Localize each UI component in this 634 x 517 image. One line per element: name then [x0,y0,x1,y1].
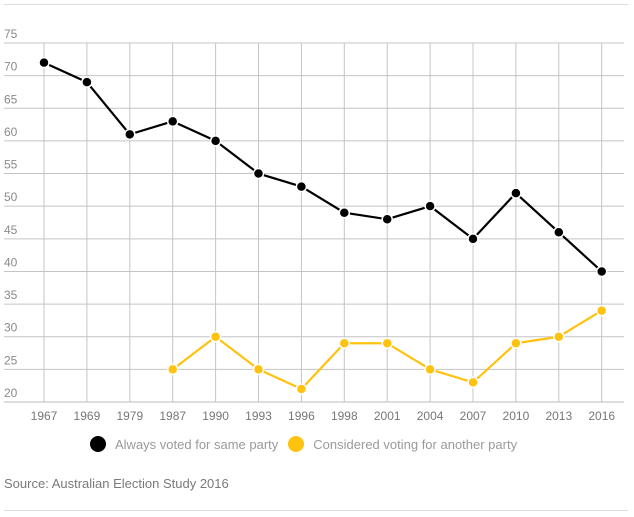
grid [4,42,624,403]
series: 1967: 72 1969: 69 1979: 61 1987: 63 1990: 60… [38,56,608,395]
data-point[interactable]: 1996: 53 [295,180,308,193]
x-tick-label: 1979 [116,409,143,423]
data-point[interactable]: 2001: 48 [381,213,393,225]
data-point[interactable]: 1969: 69 [81,76,93,88]
x-tick-label: 2007 [460,409,487,423]
x-tick-label: 1990 [202,409,229,423]
data-point[interactable]: 2010: 52 [510,187,522,199]
legend-item-always-same-party[interactable]: Always voted for same party [90,436,278,452]
legend-label: Considered voting for another party [313,436,518,452]
x-tick-label: 1987 [159,409,186,423]
data-point[interactable]: 2004: 50 [424,200,436,212]
bottom-divider [4,510,628,511]
legend-label: Always voted for same party [115,436,279,452]
data-point[interactable]: 2013: 30 [553,330,565,343]
series-line [43,61,603,273]
y-tick-label: 50 [4,190,18,204]
data-point[interactable]: 2016: 40 [595,265,608,278]
x-axis-ticks: 1967 1969 1979 1987 1990 1993 1996 1998 2001 2004… [31,409,616,423]
data-point[interactable]: 2007: 45 [467,233,479,245]
y-tick-label: 25 [4,353,18,367]
line-chart: 20 25 30 35 40 45 50 55 60 65 70 75 1967 1969 1979 198… [4,27,624,423]
y-tick-label: 40 [4,255,18,269]
y-tick-label: 70 [4,60,18,74]
data-point[interactable]: 2016: 34 [595,304,608,317]
data-point[interactable]: 2010: 29 [510,337,522,350]
data-point[interactable]: 1993: 25 [252,363,265,376]
x-tick-label: 1969 [74,409,101,423]
data-point[interactable]: 2013: 46 [553,226,565,239]
y-axis-ticks: 20 25 30 35 40 45 50 55 60 65 70 75 [4,27,18,400]
y-tick-label: 20 [4,386,18,400]
y-tick-label: 65 [4,92,18,106]
legend-item-considered-another-party[interactable]: Considered voting for another party [288,436,517,452]
y-tick-label: 75 [4,27,18,41]
series-0: 1967: 72 1969: 69 1979: 61 1987: 63 1990: 60… [38,56,608,278]
legend: Always voted for same party Considered v… [90,436,527,452]
y-tick-label: 35 [4,288,18,302]
x-tick-label: 2016 [588,409,615,423]
source-note: Source: Australian Election Study 2016 [4,476,229,491]
x-tick-label: 1993 [245,409,272,423]
data-point[interactable]: 1998: 49 [338,206,351,219]
x-tick-label: 2013 [545,409,572,423]
data-point[interactable]: 2007: 23 [467,376,479,389]
data-point[interactable]: 1990: 60 [209,135,222,147]
data-point[interactable]: 1987: 25 [166,363,179,376]
data-point[interactable]: 2001: 29 [381,337,393,350]
y-tick-label: 45 [4,223,18,237]
x-tick-label: 2001 [374,409,401,423]
series-1: 1987: 25 1990: 30 1993: 25 1996: 22 1998: 29… [166,304,608,395]
x-tick-label: 1996 [288,409,315,423]
data-point[interactable]: 1996: 22 [295,383,308,395]
data-point[interactable]: 1987: 63 [166,115,179,128]
x-tick-label: 2004 [417,409,444,423]
x-tick-label: 1967 [31,409,58,423]
legend-marker-black-dot-icon [90,436,106,452]
legend-marker-yellow-dot-icon [288,436,305,452]
data-point[interactable]: 1990: 30 [209,330,222,343]
x-tick-label: 1998 [331,409,358,423]
y-tick-label: 55 [4,158,18,172]
x-tick-label: 2010 [503,409,530,423]
data-point[interactable]: 1979: 61 [124,128,136,141]
y-tick-label: 30 [4,321,18,335]
data-point[interactable]: 2004: 25 [424,363,436,376]
top-divider [4,4,628,5]
data-point[interactable]: 1993: 55 [252,167,265,180]
data-point[interactable]: 1998: 29 [338,337,351,350]
data-point[interactable]: 1967: 72 [38,56,50,69]
y-tick-label: 60 [4,125,18,139]
